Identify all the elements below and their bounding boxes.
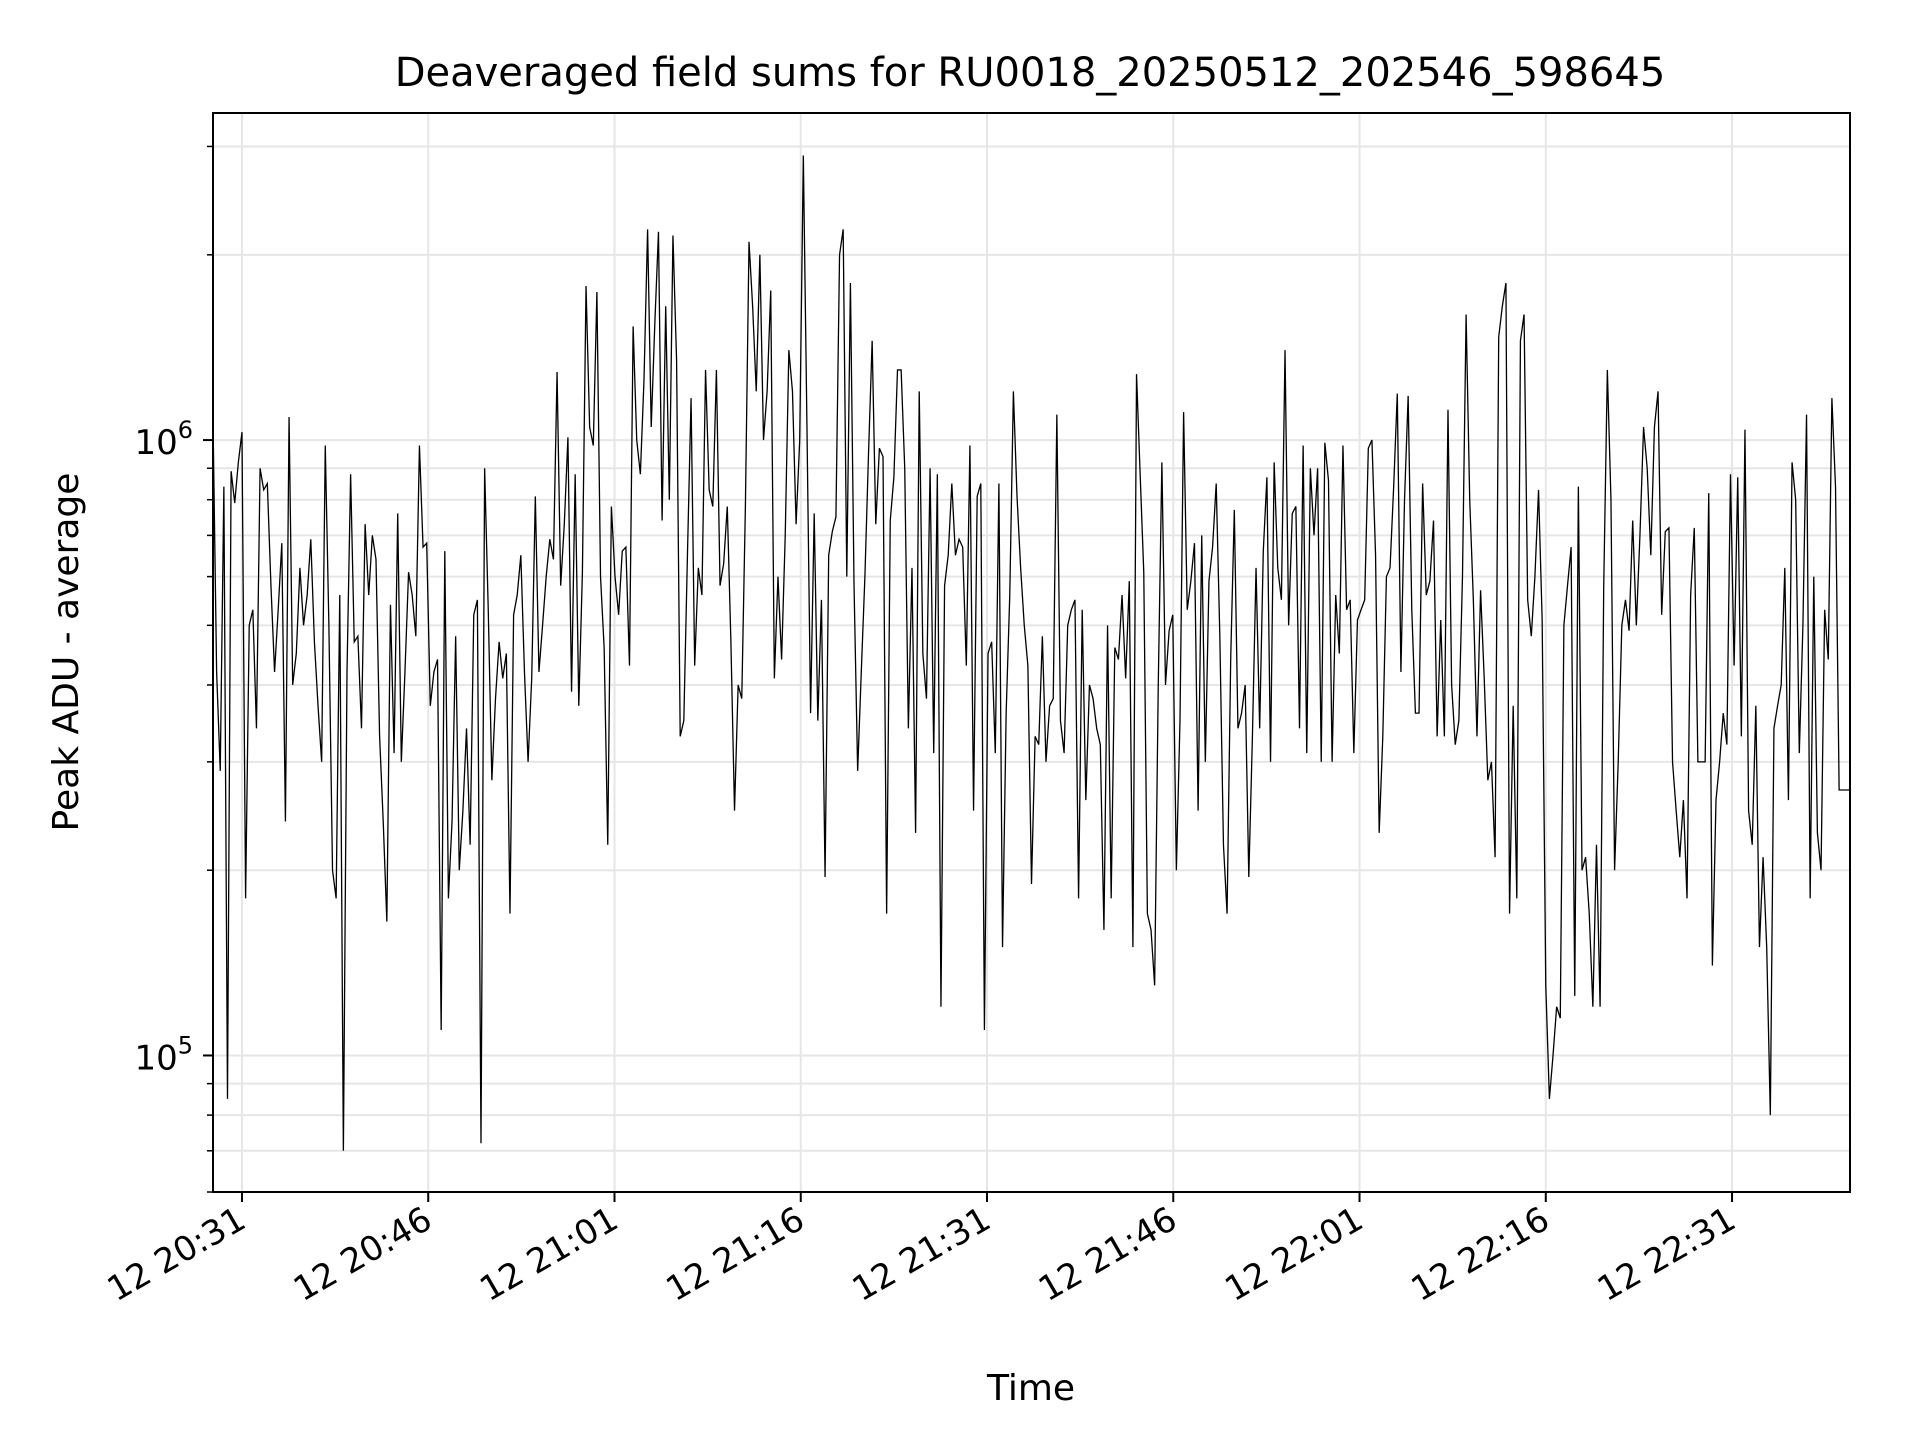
chart-title: Deaveraged field sums for RU0018_2025051… <box>395 50 1666 96</box>
series-line <box>212 155 1850 1151</box>
plot-frame <box>212 112 1851 1193</box>
y-tick-label-base: 10 <box>134 1038 177 1078</box>
x-axis-label: Time <box>986 1368 1075 1409</box>
y-tick-label: 105 <box>134 1031 193 1078</box>
y-tick-label-exponent: 6 <box>178 416 193 444</box>
y-axis-label: Peak ADU - average <box>46 473 87 832</box>
y-tick-label-base: 10 <box>134 423 177 463</box>
data-series <box>212 155 1850 1151</box>
y-tick-label: 106 <box>134 416 193 463</box>
y-tick-label-exponent: 5 <box>178 1031 193 1059</box>
